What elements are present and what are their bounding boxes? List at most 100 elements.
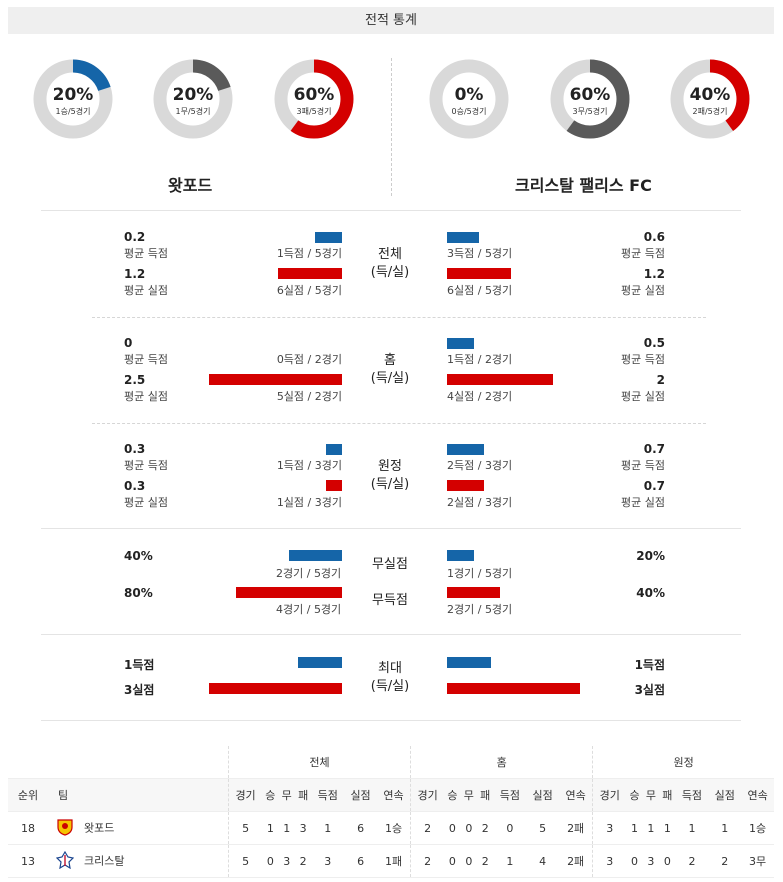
donut-percent: 20% — [172, 85, 214, 105]
away-avg-scored: 0.6 — [643, 230, 665, 244]
max-label: 최대 (득/실) — [355, 660, 425, 696]
away-avg-conceded: 2 — [656, 373, 665, 387]
team-cell[interactable]: 크리스탈 — [48, 844, 229, 878]
donut-percent: 60% — [293, 85, 335, 105]
stat-cell: 3 — [642, 844, 660, 878]
home-clean-sheet-count: 2경기 / 5경기 — [276, 567, 342, 580]
donut-ring — [274, 59, 354, 139]
away-scored-count: 2득점 / 3경기 — [447, 459, 513, 472]
stat-cell: 3 — [592, 844, 627, 878]
column-header: 경기 — [410, 778, 445, 812]
home-avg-scored: 0.2 — [124, 230, 146, 244]
section-label-1: 원정 — [378, 459, 402, 474]
stat-cell: 1승 — [376, 811, 411, 845]
stat-cell: 5 — [228, 844, 263, 878]
away-avg-conceded: 1.2 — [643, 267, 665, 281]
stat-cell: 0 — [626, 844, 643, 878]
watford-logo-icon — [56, 818, 74, 839]
donut-sub: 3무/5경기 — [572, 107, 608, 116]
away-scored-bar — [447, 232, 479, 243]
section-label-2: (득/실) — [370, 477, 410, 492]
donut-ring — [153, 59, 233, 139]
home-scored-count: 1득점 / 5경기 — [276, 247, 342, 260]
stat-cell: 6 — [344, 811, 377, 845]
home-conceded-count: 1실점 / 3경기 — [276, 496, 342, 509]
table-row[interactable]: 13 크리스탈 5 0 3 2 3 6 1패 2 0 0 2 1 4 2패 3 0 3 0 2 2 3무 — [8, 844, 774, 878]
away-conceded-count: 2실점 / 3경기 — [447, 496, 513, 509]
stat-cell: 6 — [344, 844, 377, 878]
stat-cell: 4 — [526, 844, 560, 878]
group-away: 원정 — [592, 746, 774, 779]
home-scored-bar — [315, 232, 342, 243]
column-header: 연속 — [741, 778, 774, 812]
donut-percent: 20% — [52, 85, 94, 105]
column-header: 득점 — [675, 778, 709, 812]
crystal-palace-logo-icon — [55, 850, 75, 872]
stat-cell: 3무 — [741, 844, 774, 878]
stat-cell: 1 — [642, 811, 660, 845]
stat-cell: 2 — [708, 844, 742, 878]
column-header: 무 — [642, 778, 660, 812]
section-label-2: (득/실) — [370, 371, 410, 386]
stat-cell: 0 — [444, 811, 461, 845]
stat-cell: 1 — [311, 811, 345, 845]
away-draw-donut: 60% 3무/5경기 — [548, 57, 632, 141]
donut-arc — [670, 59, 750, 139]
away-conceded-count: 6실점 / 5경기 — [447, 284, 513, 297]
max-label-2: (득/실) — [370, 679, 410, 694]
away-conceded-bar — [447, 374, 553, 385]
no-score-label: 무득점 — [372, 593, 408, 608]
column-header: 실점 — [526, 778, 560, 812]
away-avg-conceded: 0.7 — [643, 479, 665, 493]
page-title: 전적 통계 — [8, 7, 774, 34]
home-team-name: 왓포드 — [168, 176, 213, 195]
home-scored-count: 1득점 / 3경기 — [276, 459, 342, 472]
column-header: 경기 — [228, 778, 263, 812]
home-conceded-count: 6실점 / 5경기 — [276, 284, 342, 297]
donut-percent: 60% — [569, 85, 611, 105]
donut-sub: 1승/5경기 — [55, 107, 91, 116]
column-header: 패 — [294, 778, 312, 812]
clean-sheet-label: 무실점 — [372, 557, 408, 572]
donut-track — [429, 59, 509, 139]
section-label-2: (득/실) — [370, 265, 410, 280]
column-header: 연속 — [559, 778, 593, 812]
home-avg-scored-label: 평균 득점 — [124, 459, 168, 472]
donut-ring — [670, 59, 750, 139]
stat-cell: 3 — [278, 844, 295, 878]
away-scored-count: 1득점 / 2경기 — [447, 353, 513, 366]
column-header: 경기 — [592, 778, 627, 812]
stat-cell: 2패 — [559, 811, 593, 845]
home-avg-conceded: 2.5 — [124, 373, 146, 387]
stat-cell: 1 — [675, 811, 709, 845]
table-column-header: 순위 팀 경기 승 무 패 득점 실점 연속 경기 승 무 패 득점 실점 연속 경기 승 무 패 득점 실점 연속 — [8, 778, 774, 812]
stat-cell: 0 — [460, 844, 478, 878]
home-max-scored-bar — [298, 657, 342, 668]
donut-sub: 0승/5경기 — [451, 107, 487, 116]
table-group-header: 전체 홈 원정 — [8, 746, 774, 779]
stat-cell: 0 — [460, 811, 478, 845]
section-label-1: 홈 — [384, 353, 396, 368]
team-cell[interactable]: 왓포드 — [48, 811, 229, 845]
home-clean-sheet-bar — [289, 550, 342, 561]
home-avg-conceded-label: 평균 실점 — [124, 496, 168, 509]
group-total: 전체 — [227, 746, 411, 779]
home-no-score-value: 80% — [124, 586, 153, 600]
home-max-conceded: 3실점 — [124, 683, 155, 697]
section-label-1: 전체 — [378, 247, 402, 262]
donut-sub: 1무/5경기 — [175, 107, 211, 116]
away-scored-bar — [447, 444, 484, 455]
stat-cell: 1 — [626, 811, 643, 845]
stat-cell: 1패 — [376, 844, 411, 878]
away-avg-scored: 0.7 — [643, 442, 665, 456]
column-header: 득점 — [311, 778, 345, 812]
away-max-conceded: 3실점 — [634, 683, 665, 697]
donut-arc — [274, 59, 354, 139]
column-header: 팀 — [48, 778, 229, 812]
stat-cell: 0 — [262, 844, 279, 878]
table-row[interactable]: 18 왓포드 5 1 1 3 1 6 1승 2 0 0 2 0 5 2패 3 1 1 1 1 1 1승 — [8, 811, 774, 845]
away-section-label: 원정 (득/실) — [355, 458, 425, 494]
away-team-name: 크리스탈 팰리스 FC — [515, 176, 652, 195]
home-max-conceded-bar — [209, 683, 342, 694]
home-section-label: 홈 (득/실) — [355, 352, 425, 388]
